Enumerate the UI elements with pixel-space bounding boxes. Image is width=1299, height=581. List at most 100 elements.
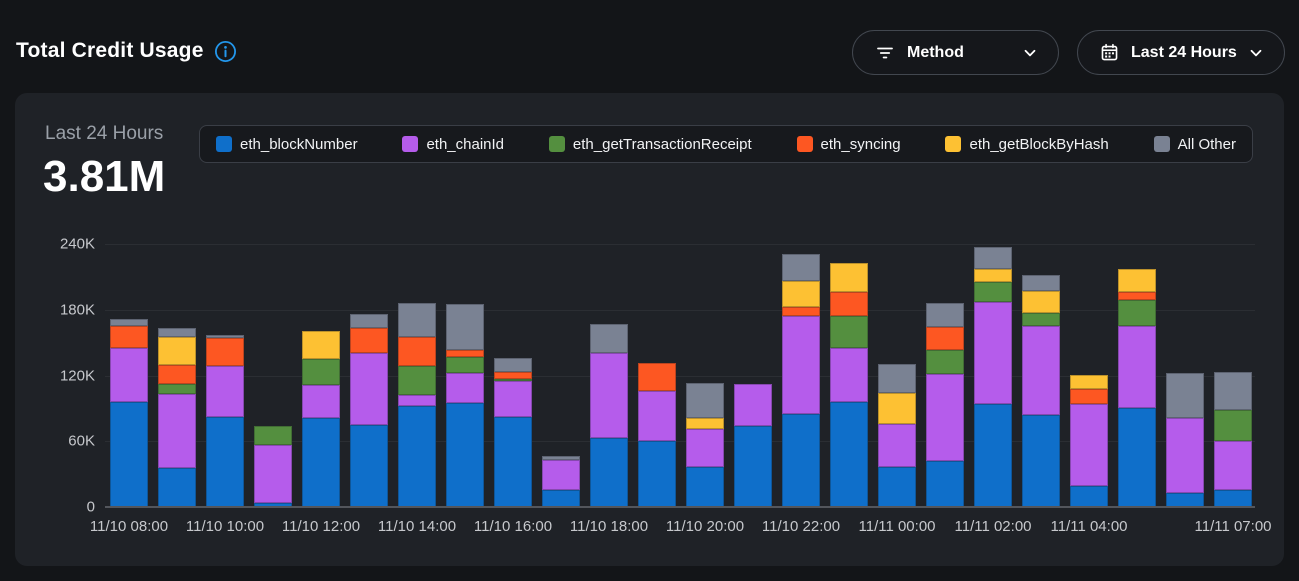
period-label: Last 24 Hours <box>45 123 164 144</box>
bar-segment <box>830 292 868 317</box>
stacked-bar-chart: 11/10 08:00 11/10 10:00 11/10 12:00 11/10 1… <box>60 236 1272 536</box>
bar-column[interactable]: 11/11 07:00 <box>1194 244 1272 535</box>
gridline <box>105 244 1255 245</box>
bar-segment <box>974 302 1012 404</box>
bar-segment <box>590 352 628 438</box>
bar-segment <box>158 337 196 365</box>
bar-column[interactable] <box>638 244 676 507</box>
x-tick-label: 11/10 12:00 <box>281 518 361 535</box>
legend-item[interactable]: eth_chainId <box>402 136 504 153</box>
bar-column[interactable]: 11/11 04:00 <box>1050 244 1128 535</box>
bar-segment <box>686 383 724 419</box>
bar-segment <box>1214 409 1252 442</box>
bar-segment <box>398 365 436 396</box>
x-tick-label: 11/11 07:00 <box>1194 518 1272 535</box>
bar-segment <box>302 418 340 507</box>
bar-segment <box>830 262 868 293</box>
bar-segment <box>494 372 532 379</box>
bar-column[interactable]: 11/11 00:00 <box>858 244 936 535</box>
bar-segment <box>734 384 772 426</box>
method-dropdown-button[interactable]: Method <box>852 30 1059 75</box>
bar-segment <box>1214 489 1252 507</box>
bar-column[interactable] <box>158 244 196 507</box>
bar-column[interactable] <box>830 244 868 507</box>
bar-segment <box>206 365 244 418</box>
x-tick-label: 11/11 04:00 <box>1050 518 1128 535</box>
legend-item[interactable]: eth_syncing <box>796 135 901 153</box>
bar-segment <box>398 406 436 507</box>
info-icon[interactable] <box>214 40 237 63</box>
x-tick-label: 11/10 22:00 <box>761 518 841 535</box>
bar-column[interactable] <box>254 244 292 507</box>
bar-column[interactable]: 11/10 08:00 <box>90 244 168 535</box>
bar-segment <box>1214 372 1252 410</box>
bar-segment <box>350 328 388 353</box>
bar-segment <box>398 303 436 338</box>
bar-segment <box>350 314 388 329</box>
bar-segment <box>830 316 868 349</box>
bar-column[interactable]: 11/10 14:00 <box>378 244 456 535</box>
bar-segment <box>254 425 292 445</box>
bar-segment <box>638 390 676 442</box>
bar-column[interactable] <box>926 244 964 507</box>
bar-column[interactable]: 11/10 12:00 <box>282 244 360 535</box>
bar-segment <box>926 327 964 351</box>
page-title-wrap: Total Credit Usage <box>16 38 237 63</box>
calendar-icon <box>1100 43 1119 62</box>
x-tick-label: 11/11 02:00 <box>954 518 1032 535</box>
bar-segment <box>494 417 532 507</box>
legend-label: eth_syncing <box>820 135 901 153</box>
bar-segment <box>494 380 532 418</box>
bar-segment <box>734 425 772 507</box>
bar-segment <box>638 441 676 507</box>
bar-segment <box>110 326 148 349</box>
bar-segment <box>926 461 964 507</box>
x-tick-label: 11/10 10:00 <box>185 518 265 535</box>
bar-column[interactable]: 11/10 16:00 <box>474 244 552 535</box>
header-controls: Method Las <box>852 30 1285 75</box>
bar-segment <box>974 282 1012 303</box>
bar-segment <box>686 429 724 467</box>
bar-segment <box>494 378 532 381</box>
bar-column[interactable]: 11/10 22:00 <box>762 244 840 535</box>
bar-segment <box>158 384 196 395</box>
legend-item[interactable]: eth_blockNumber <box>216 136 358 153</box>
date-range-dropdown-button[interactable]: Last 24 Hours <box>1077 30 1285 75</box>
bar-segment <box>926 374 964 461</box>
chevron-down-icon <box>1022 45 1038 61</box>
bar-segment <box>1070 374 1108 389</box>
bar-segment <box>542 455 580 460</box>
bar-segment <box>398 337 436 366</box>
legend-item[interactable]: All Other <box>1153 136 1236 153</box>
legend-item[interactable]: eth_getTransactionReceipt <box>548 136 752 153</box>
bar-segment <box>206 338 244 366</box>
bar-segment <box>1214 441 1252 490</box>
bar-segment <box>974 269 1012 283</box>
bar-column[interactable] <box>1022 244 1060 507</box>
legend-label: eth_chainId <box>426 135 505 153</box>
bar-column[interactable] <box>1118 244 1156 507</box>
bar-segment <box>1118 408 1156 507</box>
bar-segment <box>158 394 196 468</box>
bar-column[interactable] <box>542 244 580 507</box>
legend-swatch <box>1153 136 1170 152</box>
bar-column[interactable]: 11/10 20:00 <box>666 244 744 535</box>
bar-column[interactable] <box>1166 244 1204 507</box>
bar-column[interactable] <box>446 244 484 507</box>
bar-column[interactable]: 11/10 18:00 <box>570 244 648 535</box>
legend-swatch <box>216 136 232 152</box>
x-tick-label: 11/10 08:00 <box>89 518 169 535</box>
x-tick-label: 11/10 16:00 <box>473 518 553 535</box>
bar-segment <box>302 385 340 419</box>
bars-container: 11/10 08:00 11/10 10:00 11/10 12:00 11/10 1… <box>90 244 1272 535</box>
bar-column[interactable]: 11/11 02:00 <box>954 244 1032 535</box>
bar-column[interactable] <box>734 244 772 507</box>
bar-column[interactable] <box>350 244 388 507</box>
chevron-down-icon <box>1248 45 1264 61</box>
legend-item[interactable]: eth_getBlockByHash <box>945 136 1109 153</box>
x-axis-line <box>105 506 1255 508</box>
x-tick-label: 11/10 14:00 <box>377 518 457 535</box>
bar-column[interactable]: 11/10 10:00 <box>186 244 264 535</box>
method-dropdown-label: Method <box>907 43 964 61</box>
y-tick-label: 60K <box>68 432 95 450</box>
